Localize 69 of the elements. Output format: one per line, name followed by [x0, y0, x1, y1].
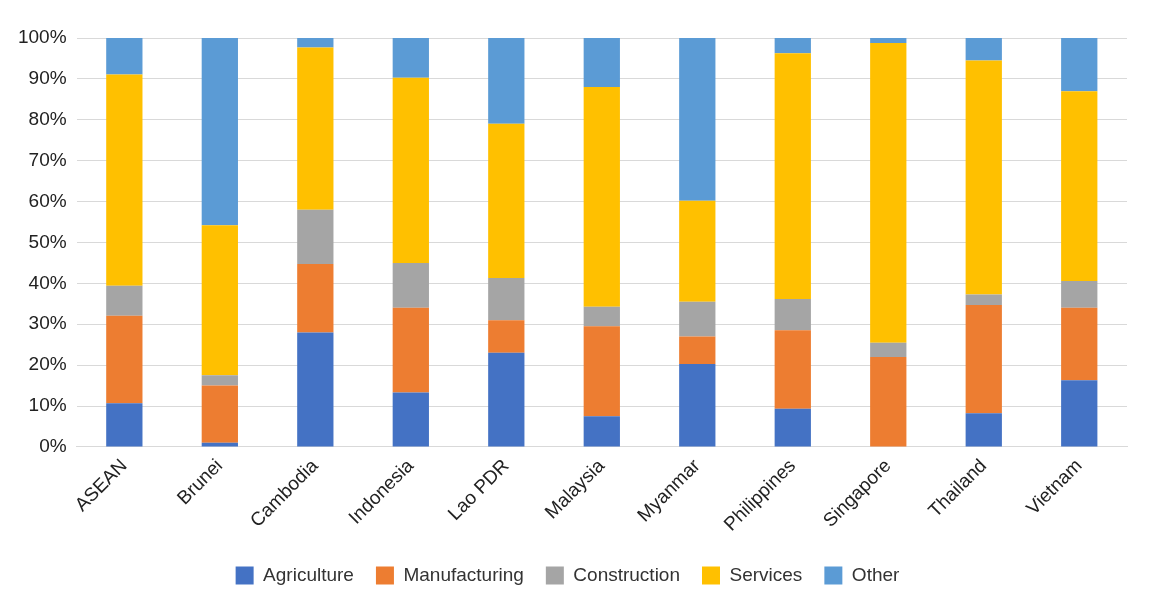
bar	[297, 38, 334, 48]
bar	[965, 294, 1002, 306]
y-tick-label: 100%	[17, 26, 67, 48]
y-tick-label: 60%	[28, 189, 67, 211]
bar	[870, 42, 907, 343]
bar	[488, 38, 525, 124]
bar	[870, 38, 907, 43]
bar	[488, 278, 525, 321]
bar	[1061, 38, 1098, 92]
bar	[488, 320, 525, 353]
bar	[297, 264, 334, 333]
bar	[583, 306, 620, 327]
bar	[297, 209, 334, 265]
bar	[965, 60, 1002, 295]
bar	[1061, 380, 1098, 447]
bar	[774, 408, 811, 447]
legend-label: Construction	[573, 563, 681, 585]
y-tick-label: 80%	[28, 108, 67, 130]
bar	[774, 330, 811, 409]
bar	[392, 262, 429, 308]
bar	[392, 38, 429, 78]
bar	[679, 363, 716, 447]
bar	[106, 38, 143, 75]
bar	[774, 38, 811, 54]
bar	[583, 38, 620, 88]
bar	[679, 336, 716, 364]
bar	[679, 301, 716, 337]
bar	[106, 285, 143, 316]
y-tick-label: 70%	[28, 148, 67, 170]
bar	[965, 413, 1002, 447]
bar	[774, 53, 811, 299]
y-tick-label: 30%	[28, 312, 67, 334]
legend-label: Other	[851, 563, 901, 585]
bar	[201, 225, 238, 376]
bar	[583, 326, 620, 417]
bar	[297, 47, 334, 210]
legend-label: Agriculture	[263, 563, 354, 585]
legend-label: Manufacturing	[403, 563, 524, 585]
y-tick-label: 40%	[28, 271, 67, 293]
bar	[774, 298, 811, 331]
bar	[201, 385, 238, 443]
bar	[679, 38, 716, 201]
bar	[583, 416, 620, 447]
bar	[392, 392, 429, 447]
bar	[1061, 307, 1098, 381]
bar	[965, 38, 1002, 61]
bar	[392, 77, 429, 263]
bar	[106, 403, 143, 447]
bar	[1061, 91, 1098, 281]
y-tick-label: 90%	[28, 67, 67, 89]
y-tick-label: 0%	[39, 435, 67, 457]
bar	[965, 305, 1002, 414]
y-tick-label: 20%	[28, 353, 67, 375]
bar	[106, 74, 143, 286]
bar	[488, 352, 525, 447]
bar	[870, 356, 907, 447]
bar	[488, 123, 525, 279]
bar	[870, 342, 907, 357]
bar	[583, 87, 620, 307]
bar	[392, 307, 429, 393]
bar	[679, 200, 716, 302]
bar	[201, 38, 238, 226]
bar	[201, 375, 238, 386]
bar	[106, 315, 143, 404]
legend-label: Services	[729, 563, 803, 585]
bar	[297, 332, 334, 447]
y-tick-label: 10%	[28, 394, 67, 416]
y-tick-label: 50%	[28, 230, 67, 252]
bar	[1061, 280, 1098, 308]
